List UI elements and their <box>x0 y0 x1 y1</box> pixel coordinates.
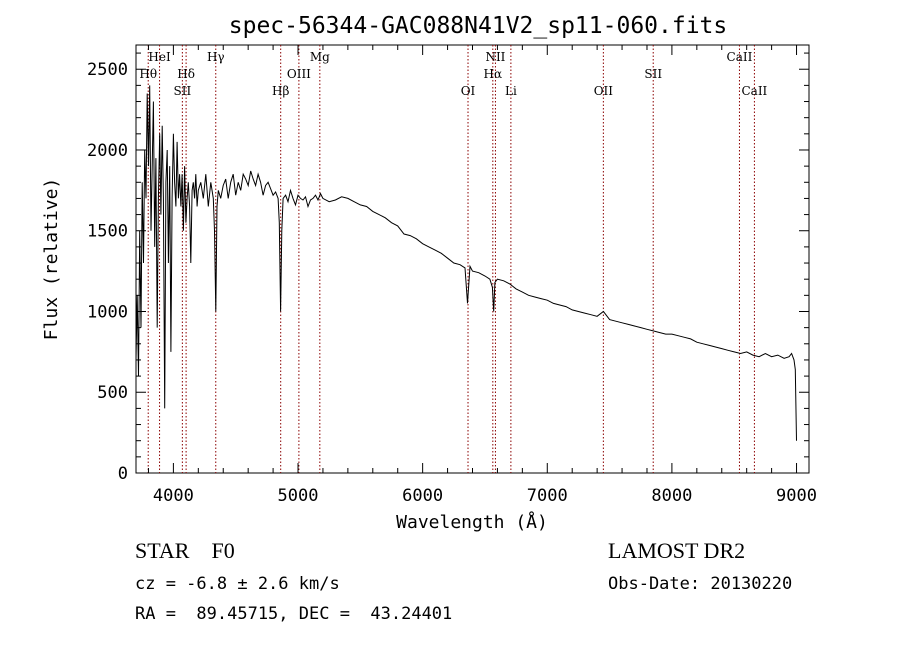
ra-dec: RA = 89.45715, DEC = 43.24401 <box>135 604 453 624</box>
line-marker-label: SII <box>174 84 192 98</box>
obs-date: Obs-Date: 20130220 <box>608 574 793 594</box>
y-axis: 0 500 1000 1500 2000 2500 <box>87 52 809 484</box>
x-tick-label: 6000 <box>402 486 443 506</box>
line-marker-label: CaII <box>741 84 767 98</box>
y-axis-label: Flux (relative) <box>41 178 62 341</box>
y-tick-label: 2500 <box>87 60 128 80</box>
line-marker-label: OIII <box>287 67 311 81</box>
x-tick-label: 5000 <box>278 486 319 506</box>
line-marker-label: Hγ <box>207 50 225 64</box>
spectrum-line <box>135 85 797 441</box>
line-marker-label: Hα <box>484 67 503 81</box>
line-marker-label: SII <box>644 67 662 81</box>
y-tick-label: 1500 <box>87 222 128 242</box>
y-tick-label: 0 <box>118 464 128 484</box>
line-marker-label: Mg <box>310 50 330 64</box>
line-marker-label: Hθ <box>139 67 157 81</box>
object-class: STAR F0 <box>135 538 235 563</box>
x-axis: 4000 5000 6000 7000 8000 9000 <box>147 45 817 506</box>
y-tick-label: 500 <box>97 383 128 403</box>
redshift-cz: cz = -6.8 ± 2.6 km/s <box>135 574 340 594</box>
line-marker-label: OI <box>461 84 476 98</box>
line-marker-label: Li <box>505 84 517 98</box>
x-tick-label: 9000 <box>776 486 817 506</box>
y-tick-label: 2000 <box>87 141 128 161</box>
survey-name: LAMOST DR2 <box>608 538 746 563</box>
line-marker-label: Hδ <box>177 67 195 81</box>
line-marker-label: HeI <box>148 50 171 64</box>
x-tick-label: 8000 <box>651 486 692 506</box>
chart-title: spec-56344-GAC088N41V2_sp11-060.fits <box>229 13 728 39</box>
x-axis-label: Wavelength (Å) <box>396 511 548 533</box>
y-tick-label: 1000 <box>87 302 128 322</box>
line-marker-label: Hβ <box>272 84 289 98</box>
x-tick-label: 4000 <box>153 486 194 506</box>
x-tick-label: 7000 <box>527 486 568 506</box>
line-marker-label: CaII <box>727 50 753 64</box>
plot-frame <box>135 44 810 474</box>
line-marker-label: OII <box>594 84 614 98</box>
line-marker-label: NII <box>485 50 505 64</box>
